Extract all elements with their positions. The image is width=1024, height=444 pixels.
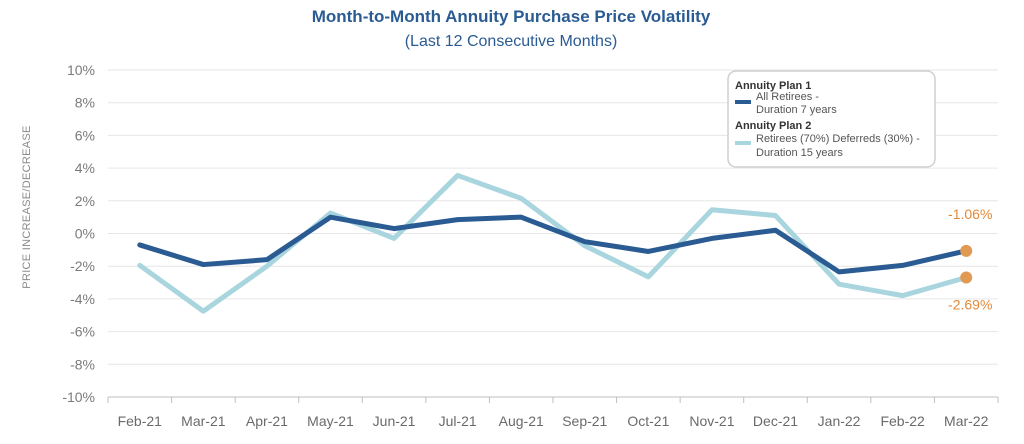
- legend-text-1b: Duration 7 years: [756, 104, 837, 116]
- end-marker-1: [960, 244, 973, 257]
- x-tick-label-9: Nov-21: [689, 413, 734, 429]
- legend-heading-2: Annuity Plan 2: [735, 120, 811, 132]
- legend: Annuity Plan 1 All Retirees - Duration 7…: [727, 70, 936, 168]
- end-label-1: -1.06%: [948, 206, 992, 222]
- series-lines: [137, 172, 969, 314]
- y-tick-label-1: 8%: [75, 95, 95, 111]
- x-tick-label-1: Mar-21: [181, 413, 226, 429]
- y-tick-label-7: -4%: [70, 291, 95, 307]
- y-tick-label-10: -10%: [62, 389, 95, 405]
- y-tick-label-2: 6%: [75, 127, 95, 143]
- x-tick-label-2: Apr-21: [246, 413, 288, 429]
- y-tick-label-4: 2%: [75, 193, 95, 209]
- chart-subtitle: (Last 12 Consecutive Months): [405, 33, 618, 50]
- x-tick-label-12: Feb-22: [880, 413, 925, 429]
- y-tick-label-3: 4%: [75, 160, 95, 176]
- legend-text-1a: All Retirees -: [756, 91, 819, 103]
- y-tick-label-0: 10%: [67, 62, 95, 78]
- series-line-1: [137, 214, 969, 275]
- y-axis-ticks: 10% 8% 6% 4% 2% 0% -2% -4% -6% -8% -10%: [62, 62, 95, 405]
- x-tick-label-7: Sep-21: [562, 413, 607, 429]
- series-line-2: [137, 172, 969, 314]
- grid-lines: [108, 69, 998, 398]
- legend-text-2b: Duration 15 years: [756, 147, 843, 159]
- chart-title: Month-to-Month Annuity Purchase Price Vo…: [312, 7, 711, 26]
- x-tick-label-10: Dec-21: [753, 413, 798, 429]
- y-tick-label-5: 0%: [75, 226, 95, 242]
- x-axis-ticks: Feb-21 Mar-21 Apr-21 May-21 Jun-21 Jul-21 Aug-…: [107, 397, 999, 429]
- legend-box: [727, 70, 936, 168]
- x-tick-label-5: Jul-21: [439, 413, 477, 429]
- end-markers: -1.06% -2.69%: [948, 206, 992, 313]
- legend-heading-1: Annuity Plan 1: [735, 80, 811, 92]
- x-tick-label-4: Jun-21: [373, 413, 416, 429]
- legend-text-2a: Retirees (70%) Deferreds (30%) -: [756, 133, 920, 145]
- x-tick-label-3: May-21: [307, 413, 354, 429]
- y-tick-label-6: -2%: [70, 258, 95, 274]
- y-tick-label-8: -6%: [70, 324, 95, 340]
- y-tick-label-9: -8%: [70, 356, 95, 372]
- x-tick-label-6: Aug-21: [499, 413, 544, 429]
- end-marker-2: [960, 271, 973, 284]
- x-tick-label-11: Jan-22: [818, 413, 861, 429]
- end-label-2: -2.69%: [948, 296, 992, 312]
- x-tick-label-13: Mar-22: [944, 413, 989, 429]
- x-tick-label-0: Feb-21: [118, 413, 163, 429]
- y-axis-label: PRICE INCREASE/DECREASE: [21, 125, 33, 288]
- x-tick-label-8: Oct-21: [627, 413, 669, 429]
